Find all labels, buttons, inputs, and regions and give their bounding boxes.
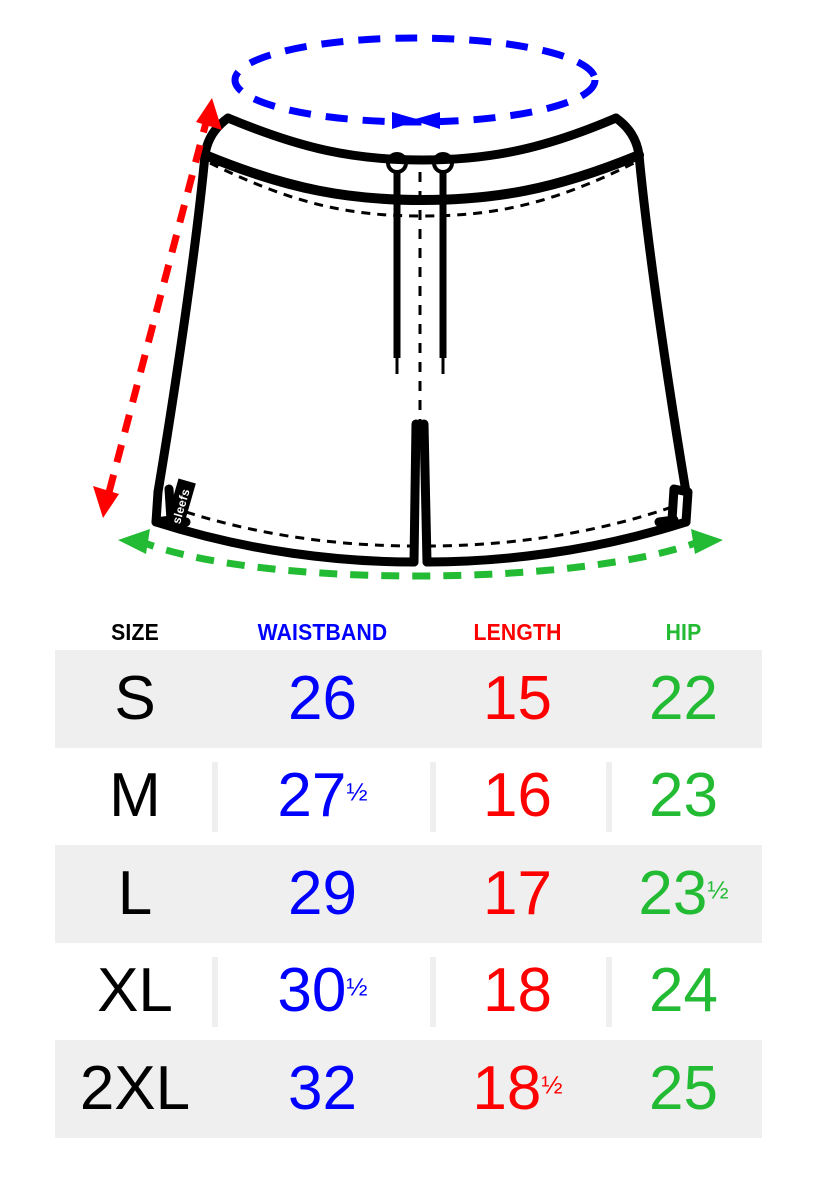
column-separator	[430, 761, 436, 832]
cell-size: 2XL	[79, 1053, 191, 1123]
column-separator	[212, 956, 218, 1027]
cell-hip: 24	[605, 960, 762, 1022]
cell-size: M	[109, 761, 161, 831]
table-header-row: SIZE WAISTBAND LENGTH HIP	[0, 600, 818, 650]
shorts-illustration: sleefs	[93, 34, 723, 580]
value-whole: 32	[288, 1053, 357, 1123]
value-whole: 25	[649, 1053, 718, 1123]
column-header-hip: HIP	[665, 619, 702, 645]
column-header-size: SIZE	[111, 619, 159, 645]
cell-waistband: 29	[215, 862, 430, 925]
column-separator	[606, 761, 612, 832]
value-fraction: ½	[707, 876, 729, 904]
value-whole: 30	[277, 956, 347, 1026]
cell-waistband: 26	[215, 667, 430, 730]
cell-hip: 22	[605, 667, 762, 730]
value-whole: 16	[483, 761, 552, 831]
table-row: L 29 17 23½	[55, 845, 762, 943]
value-whole: 18	[483, 956, 552, 1026]
cell-length: 18	[430, 960, 605, 1022]
value-fraction: ½	[541, 1071, 563, 1099]
cell-length: 15	[430, 667, 605, 730]
waistband-measure-ellipse	[231, 34, 599, 129]
cell-waistband: 32	[215, 1057, 430, 1120]
value-whole: 27	[277, 761, 347, 831]
cell-waistband: 27½	[215, 765, 430, 827]
column-header-length: LENGTH	[473, 619, 562, 645]
cell-hip: 23½	[605, 862, 762, 925]
size-table: SIZE WAISTBAND LENGTH HIP S 26 15 22 M	[0, 600, 818, 1138]
table-row: 2XL 32 18½ 25	[55, 1040, 762, 1138]
table-row: XL 30½ 18 24	[55, 943, 762, 1041]
cell-hip: 25	[605, 1057, 762, 1120]
value-whole: 24	[649, 956, 718, 1026]
column-separator	[430, 956, 436, 1027]
hip-measure-arrow	[118, 529, 723, 580]
value-whole: 15	[483, 663, 552, 733]
table-row: S 26 15 22	[55, 650, 762, 748]
column-separator	[212, 761, 218, 832]
value-whole: 29	[288, 858, 357, 928]
cell-size: S	[114, 663, 156, 733]
cell-length: 18½	[430, 1057, 605, 1120]
column-separator	[606, 956, 612, 1027]
value-whole: 17	[483, 858, 552, 928]
stitch-lines	[170, 161, 673, 548]
table-row: M 27½ 16 23	[55, 748, 762, 846]
length-measure-arrow	[93, 98, 222, 518]
shorts-outline	[151, 113, 693, 567]
column-header-waistband: WAISTBAND	[257, 619, 388, 645]
drawstring	[386, 152, 454, 374]
value-whole: 26	[288, 663, 357, 733]
value-whole: 23	[649, 761, 718, 831]
cell-size: L	[117, 858, 153, 928]
cell-waistband: 30½	[215, 960, 430, 1022]
value-whole: 22	[649, 663, 718, 733]
cell-length: 16	[430, 765, 605, 827]
value-whole: 23	[638, 858, 708, 928]
value-fraction: ½	[346, 973, 368, 1002]
cell-length: 17	[430, 862, 605, 925]
value-fraction: ½	[346, 778, 368, 807]
cell-size: XL	[97, 956, 173, 1026]
cell-hip: 23	[605, 765, 762, 827]
value-whole: 18	[472, 1053, 542, 1123]
